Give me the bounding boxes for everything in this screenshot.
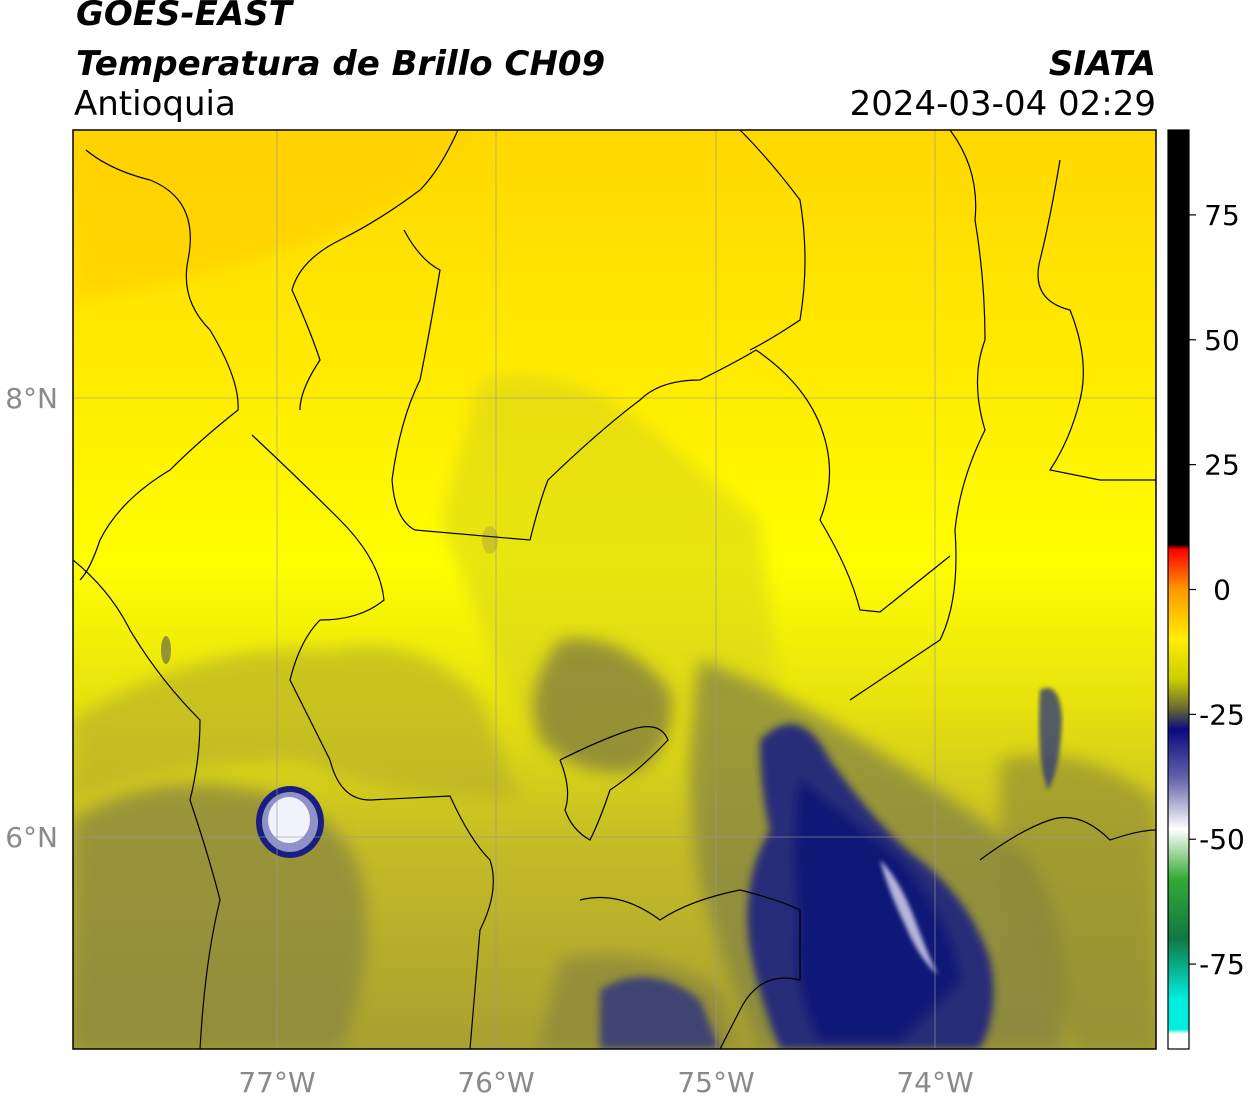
colorbar: 75 50 25 0 -25 -50 -75 bbox=[1167, 129, 1245, 1050]
satellite-title: GOES-EAST bbox=[76, 0, 292, 34]
colorbar-tick-label: -50 bbox=[1199, 823, 1245, 856]
colorbar-ramp bbox=[1168, 130, 1189, 1049]
product-title: Temperatura de Brillo CH09 bbox=[76, 44, 606, 84]
colorbar-tick-label: 0 bbox=[1213, 574, 1231, 607]
temperature-field bbox=[73, 130, 1156, 1049]
lat-tick-label: 6°N bbox=[5, 821, 58, 854]
colorbar-tick-label: 50 bbox=[1204, 324, 1240, 357]
datetime-label: 2024-03-04 02:29 bbox=[849, 84, 1156, 124]
colorbar-tick-label: -25 bbox=[1199, 698, 1245, 731]
graticule bbox=[73, 130, 1156, 1049]
lon-tick-label: 74°W bbox=[896, 1066, 973, 1099]
agency-label: SIATA bbox=[1048, 44, 1156, 84]
colorbar-tick-label: 25 bbox=[1204, 449, 1240, 482]
colorbar-tick-label: 75 bbox=[1204, 199, 1240, 232]
region-label: Antioquia bbox=[74, 84, 236, 124]
map-frame bbox=[72, 129, 1157, 1050]
lon-tick-label: 76°W bbox=[457, 1066, 534, 1099]
lon-tick-label: 77°W bbox=[238, 1066, 315, 1099]
boundaries bbox=[73, 130, 1156, 1049]
colorbar-tick-label: -75 bbox=[1199, 948, 1245, 981]
lon-tick-label: 75°W bbox=[677, 1066, 754, 1099]
lat-tick-label: 8°N bbox=[5, 382, 58, 415]
